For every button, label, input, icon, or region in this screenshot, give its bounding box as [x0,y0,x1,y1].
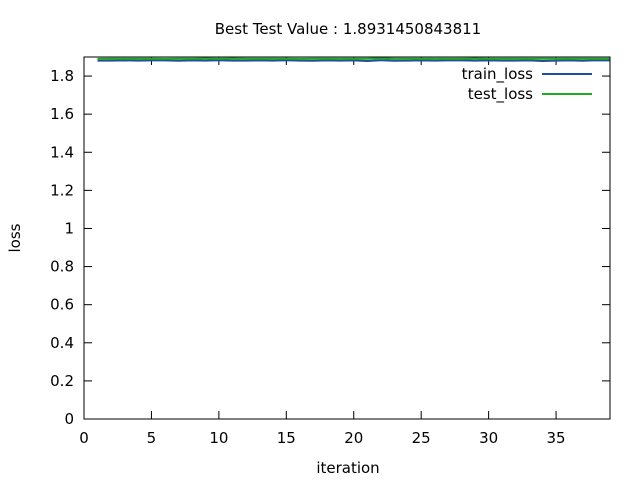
y-tick-label: 0.4 [50,334,74,352]
x-tick-label: 35 [547,429,566,447]
chart-title: Best Test Value : 1.8931450843811 [215,20,481,38]
y-tick-label: 0.6 [50,296,74,314]
plot-frame [83,56,611,420]
y-axis-label: loss [6,223,24,252]
y-tick-label: 1 [64,219,74,237]
x-tick-label: 30 [479,429,498,447]
y-tick-label: 1.8 [50,67,74,85]
x-tick-label: 20 [344,429,363,447]
y-tick-label: 0.2 [50,372,74,390]
x-tick-label: 0 [79,429,89,447]
y-tick-label: 0 [64,410,74,428]
series-line-test-loss [97,57,610,60]
x-tick-label: 10 [209,429,228,447]
y-tick-label: 1.2 [50,181,74,199]
x-axis-label: iteration [316,459,379,477]
series-line-train-loss [97,59,611,62]
series-layer [97,57,611,62]
axis-ticks: 0 0.2 0.4 0.6 0.8 1 1.2 1.4 1.6 1.8 0 5 10 15 20 25 30 35 [50,57,610,447]
y-tick-label: 1.4 [50,143,74,161]
legend-label-test-loss: test_loss [468,85,533,104]
x-tick-label: 15 [277,429,296,447]
legend-label-train-loss: train_loss [462,65,534,84]
x-tick-label: 25 [412,429,431,447]
x-tick-label: 5 [147,429,157,447]
y-tick-label: 0.8 [50,258,74,276]
y-tick-label: 1.6 [50,105,74,123]
